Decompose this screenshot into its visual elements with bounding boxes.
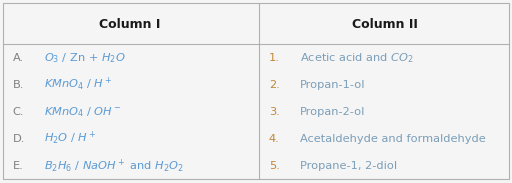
Text: $KMnO_4$ / $OH^-$: $KMnO_4$ / $OH^-$ xyxy=(44,105,121,119)
Text: 4.: 4. xyxy=(269,134,280,144)
Text: $O_3$ / Zn + $H_2O$: $O_3$ / Zn + $H_2O$ xyxy=(44,51,125,65)
Text: 3.: 3. xyxy=(269,107,280,117)
Text: Propane-1, 2-diol: Propane-1, 2-diol xyxy=(300,161,397,171)
Text: $B_2H_6$ / $NaOH^+$ and $H_2O_2$: $B_2H_6$ / $NaOH^+$ and $H_2O_2$ xyxy=(44,157,183,175)
Text: 2.: 2. xyxy=(269,80,280,90)
Text: 1.: 1. xyxy=(269,53,280,63)
Text: E.: E. xyxy=(13,161,24,171)
Text: $H_2O$ / $H^+$: $H_2O$ / $H^+$ xyxy=(44,130,96,147)
Text: Acetic acid and $CO_2$: Acetic acid and $CO_2$ xyxy=(300,51,414,65)
Text: D.: D. xyxy=(13,134,25,144)
Text: A.: A. xyxy=(13,53,24,63)
Text: $KMnO_4$ / $H^+$: $KMnO_4$ / $H^+$ xyxy=(44,76,112,93)
Text: Column II: Column II xyxy=(352,18,418,31)
FancyBboxPatch shape xyxy=(3,3,509,179)
Text: 5.: 5. xyxy=(269,161,280,171)
Text: B.: B. xyxy=(13,80,24,90)
Text: Acetaldehyde and formaldehyde: Acetaldehyde and formaldehyde xyxy=(300,134,485,144)
Text: Column I: Column I xyxy=(99,18,160,31)
Text: Propan-1-ol: Propan-1-ol xyxy=(300,80,365,90)
Text: C.: C. xyxy=(13,107,24,117)
Text: Propan-2-ol: Propan-2-ol xyxy=(300,107,365,117)
